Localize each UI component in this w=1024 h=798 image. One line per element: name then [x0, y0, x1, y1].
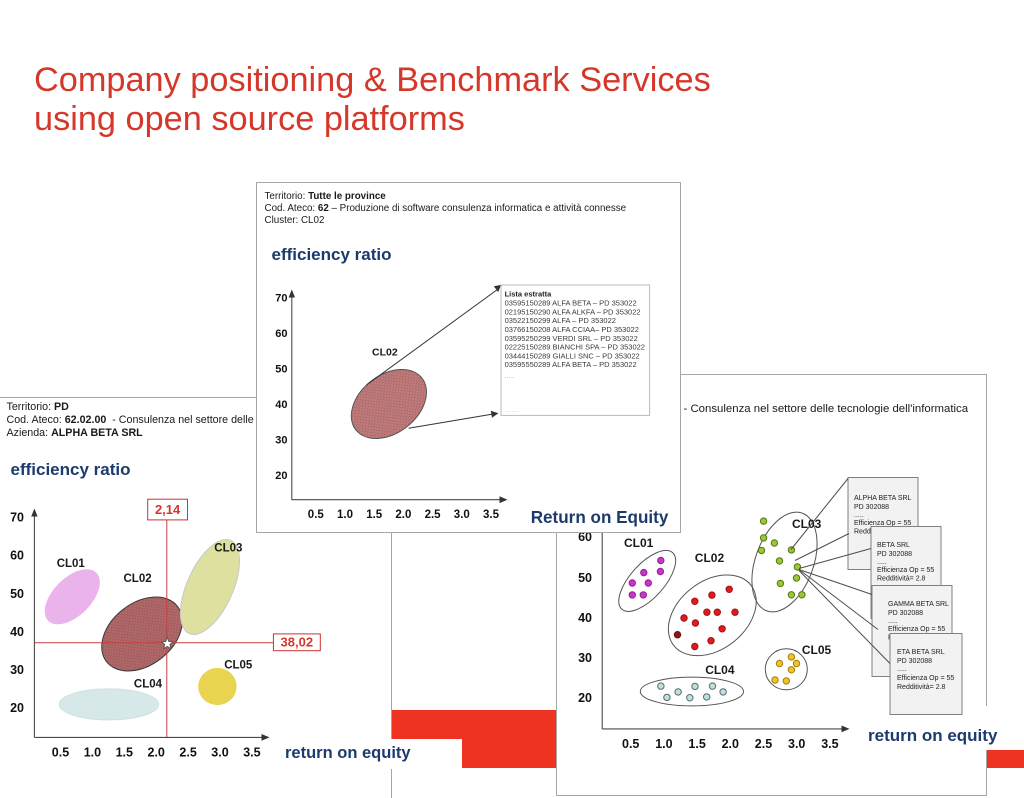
svg-text:Reddi: Reddi [854, 528, 873, 535]
svg-text:... ... .: ... ... . [504, 408, 519, 414]
svg-text:PD 302088: PD 302088 [897, 658, 932, 665]
svg-text:40: 40 [10, 624, 24, 638]
svg-text:3.0: 3.0 [453, 509, 469, 521]
svg-text:Efficienza Op = 55: Efficienza Op = 55 [897, 675, 954, 682]
svg-text:PD 302088: PD 302088 [888, 610, 923, 617]
svg-text:2.5: 2.5 [424, 509, 441, 521]
svg-text:CL01: CL01 [57, 558, 86, 570]
svg-text:1.5: 1.5 [116, 745, 133, 759]
svg-text:BETA SRL: BETA SRL [877, 542, 910, 549]
svg-text:2,14: 2,14 [155, 502, 181, 517]
svg-text:2.0: 2.0 [395, 509, 411, 521]
svg-text:02195150290 ALFA ALKFA – PD 35: 02195150290 ALFA ALKFA – PD 353022 [504, 307, 640, 316]
svg-text:CL02: CL02 [695, 551, 725, 565]
svg-text:CL04: CL04 [705, 663, 735, 677]
svg-text:60: 60 [578, 530, 592, 544]
svg-text:Redditività= 2.8: Redditività= 2.8 [877, 575, 926, 582]
svg-text:40: 40 [578, 611, 592, 625]
svg-text:70: 70 [10, 510, 24, 524]
svg-text:CL05: CL05 [802, 643, 832, 657]
svg-text:1.5: 1.5 [688, 737, 705, 751]
svg-text:GAMMA BETA SRL: GAMMA BETA SRL [888, 601, 949, 608]
svg-text:.....: ..... [888, 618, 898, 625]
svg-text:70: 70 [275, 292, 287, 304]
svg-text:50: 50 [10, 586, 24, 600]
svg-text:PD 302088: PD 302088 [877, 551, 912, 558]
svg-text:3.5: 3.5 [821, 737, 838, 751]
svg-text:30: 30 [275, 434, 287, 446]
svg-text:CL05: CL05 [224, 659, 253, 671]
svg-text:0.5: 0.5 [622, 737, 639, 751]
svg-text:2.0: 2.0 [148, 745, 165, 759]
svg-text:03444150289 GIALLI SNC – PD 35: 03444150289 GIALLI SNC – PD 353022 [504, 351, 639, 360]
svg-text:30: 30 [578, 651, 592, 665]
svg-text:38,02: 38,02 [281, 634, 314, 649]
svg-text:20: 20 [10, 701, 24, 715]
svg-text:1.5: 1.5 [366, 509, 383, 521]
svg-text:CL01: CL01 [624, 536, 654, 550]
svg-text:CL02: CL02 [124, 573, 152, 585]
svg-text:Efficienza Op = 55: Efficienza Op = 55 [854, 520, 911, 527]
svg-text:3.5: 3.5 [243, 745, 260, 759]
svg-text:3.0: 3.0 [211, 745, 228, 759]
svg-text:Lista estratta: Lista estratta [504, 289, 552, 298]
svg-text:CL04: CL04 [134, 678, 163, 690]
svg-text:2.5: 2.5 [755, 737, 772, 751]
svg-text:Efficienza Op = 55: Efficienza Op = 55 [877, 567, 934, 574]
svg-text:CL03: CL03 [214, 542, 242, 554]
svg-text:0.5: 0.5 [307, 509, 324, 521]
svg-text:30: 30 [10, 663, 24, 677]
svg-text:20: 20 [578, 691, 592, 705]
svg-text:60: 60 [275, 327, 287, 339]
svg-text:Redditività= 2.8: Redditività= 2.8 [897, 684, 946, 691]
svg-text:3.0: 3.0 [788, 737, 805, 751]
svg-text:2.5: 2.5 [179, 745, 196, 759]
svg-text:03766150208 ALFA CCIAA– PD 353: 03766150208 ALFA CCIAA– PD 353022 [504, 325, 638, 334]
svg-text:Efficienza Op = 55: Efficienza Op = 55 [888, 626, 945, 633]
svg-text:2.0: 2.0 [722, 737, 739, 751]
svg-text:1.0: 1.0 [337, 509, 353, 521]
svg-text:03595250299 VERDI SRL – PD 353: 03595250299 VERDI SRL – PD 353022 [504, 333, 637, 342]
svg-text:.....: ..... [504, 371, 514, 380]
svg-text:60: 60 [10, 548, 24, 562]
svg-text:03522150299 ALFA – PD 353022: 03522150299 ALFA – PD 353022 [504, 316, 615, 325]
svg-text:Return on Equity: Return on Equity [530, 508, 668, 527]
svg-text:.....: ..... [854, 512, 864, 519]
svg-text:20: 20 [275, 469, 287, 481]
svg-text:03595550289 ALFA BETA – PD 353: 03595550289 ALFA BETA – PD 353022 [504, 360, 636, 369]
svg-text:02225150289 BIANCHI SPA – PD 3: 02225150289 BIANCHI SPA – PD 353022 [504, 342, 644, 351]
svg-text:0.5: 0.5 [52, 745, 69, 759]
svg-text:1.0: 1.0 [655, 737, 672, 751]
svg-text:ETA BETA SRL: ETA BETA SRL [897, 649, 945, 656]
svg-text:1.0: 1.0 [84, 745, 101, 759]
svg-text:ALPHA BETA SRL: ALPHA BETA SRL [854, 495, 912, 502]
svg-text:3.5: 3.5 [483, 509, 500, 521]
svg-text:CL02: CL02 [372, 346, 398, 358]
svg-text:50: 50 [275, 363, 287, 375]
svg-text:50: 50 [578, 571, 592, 585]
svg-text:.....: ..... [877, 559, 887, 566]
svg-text:40: 40 [275, 398, 287, 410]
svg-text:.....: ..... [897, 666, 907, 673]
svg-text:CL03: CL03 [792, 517, 822, 531]
svg-text:PD 302088: PD 302088 [854, 504, 889, 511]
svg-text:03595150289 ALFA BETA – PD 353: 03595150289 ALFA BETA – PD 353022 [504, 298, 636, 307]
